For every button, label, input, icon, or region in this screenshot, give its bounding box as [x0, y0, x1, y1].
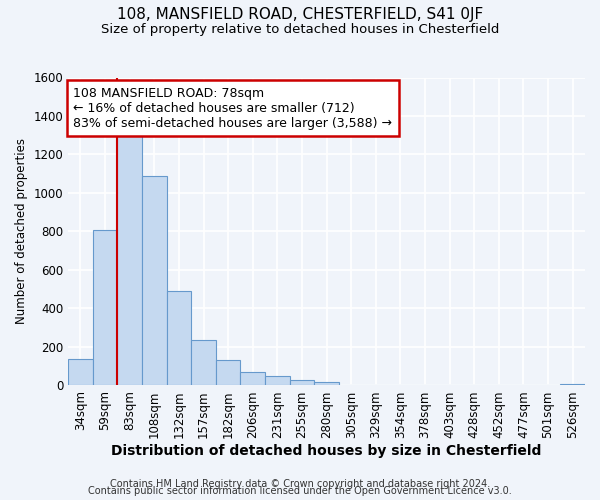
- Bar: [216, 360, 241, 386]
- Text: 108 MANSFIELD ROAD: 78sqm
← 16% of detached houses are smaller (712)
83% of semi: 108 MANSFIELD ROAD: 78sqm ← 16% of detac…: [73, 86, 392, 130]
- Bar: [290, 380, 314, 386]
- Bar: [314, 382, 339, 386]
- Bar: [68, 358, 93, 386]
- Bar: [142, 176, 167, 386]
- Bar: [93, 230, 118, 386]
- X-axis label: Distribution of detached houses by size in Chesterfield: Distribution of detached houses by size …: [112, 444, 542, 458]
- Bar: [241, 372, 265, 386]
- Bar: [191, 340, 216, 386]
- Text: Contains HM Land Registry data © Crown copyright and database right 2024.: Contains HM Land Registry data © Crown c…: [110, 479, 490, 489]
- Text: 108, MANSFIELD ROAD, CHESTERFIELD, S41 0JF: 108, MANSFIELD ROAD, CHESTERFIELD, S41 0…: [117, 8, 483, 22]
- Bar: [118, 135, 142, 386]
- Bar: [265, 376, 290, 386]
- Y-axis label: Number of detached properties: Number of detached properties: [15, 138, 28, 324]
- Bar: [560, 384, 585, 386]
- Bar: [167, 291, 191, 386]
- Text: Size of property relative to detached houses in Chesterfield: Size of property relative to detached ho…: [101, 22, 499, 36]
- Text: Contains public sector information licensed under the Open Government Licence v3: Contains public sector information licen…: [88, 486, 512, 496]
